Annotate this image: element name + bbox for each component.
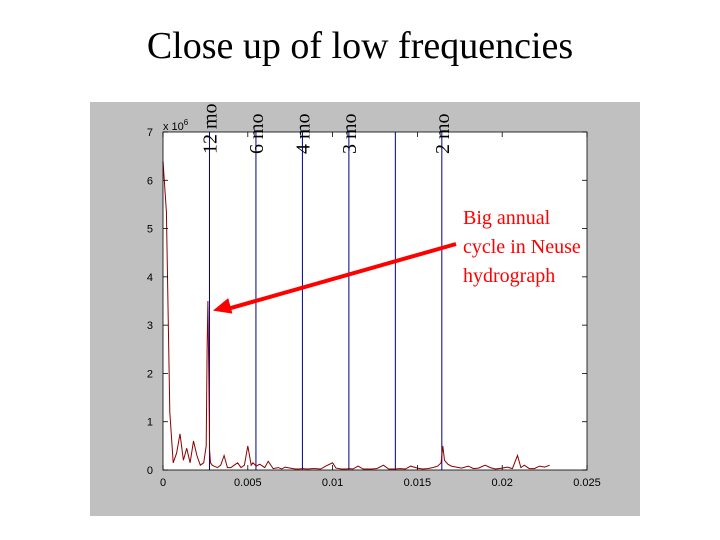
x-axis-ticks: 0 0.005 0.01 0.015 0.02 0.025 xyxy=(160,132,601,489)
y-axis-ticks: 0 1 2 3 4 5 6 7 xyxy=(147,127,587,477)
annotation-line-1: cycle in Neuse xyxy=(463,236,581,258)
period-label-3: 3 mo xyxy=(339,113,361,154)
y-scale-label: x 106 xyxy=(163,118,189,133)
x-tick-label-4: 0.02 xyxy=(491,477,512,489)
x-tick-label-3: 0.015 xyxy=(404,477,432,489)
annotation-text: Big annual cycle in Neuse hydrograph xyxy=(463,207,581,287)
y-tick-label-3: 3 xyxy=(147,320,153,332)
y-tick-label-4: 4 xyxy=(147,272,153,284)
y-tick-label-0: 0 xyxy=(147,465,153,477)
y-tick-label-1: 1 xyxy=(147,417,153,429)
period-label-2: 4 mo xyxy=(292,113,314,154)
period-label-0: 12 mo xyxy=(199,103,221,154)
x-tick-label-5: 0.025 xyxy=(573,477,601,489)
period-label-1: 6 mo xyxy=(246,113,268,154)
x-tick-label-0: 0 xyxy=(160,477,166,489)
x-tick-label-1: 0.005 xyxy=(234,477,262,489)
slide-title: Close up of low frequencies xyxy=(146,25,574,67)
annotation-line-2: hydrograph xyxy=(463,265,555,287)
annotation-arrow xyxy=(212,242,457,314)
y-tick-label-5: 5 xyxy=(147,224,153,236)
x-tick-label-2: 0.01 xyxy=(322,477,343,489)
spectrum-line xyxy=(162,160,550,470)
y-tick-label-2: 2 xyxy=(147,368,153,380)
period-label-5: 2 mo xyxy=(432,113,454,154)
arrow-shaft xyxy=(224,242,457,312)
vertical-line-labels: 12 mo 6 mo 4 mo 3 mo 2 mo xyxy=(199,103,453,154)
axes-frame xyxy=(162,131,588,471)
y-tick-label-7: 7 xyxy=(147,127,153,139)
y-tick-label-6: 6 xyxy=(147,175,153,187)
annotation-line-0: Big annual xyxy=(463,207,551,229)
arrow-head xyxy=(212,298,233,314)
axes-background xyxy=(163,132,587,470)
